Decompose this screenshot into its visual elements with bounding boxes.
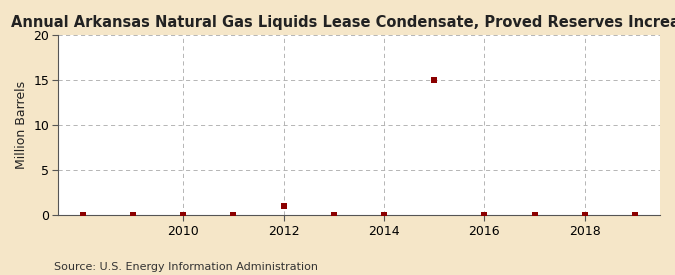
Point xyxy=(278,204,289,208)
Point xyxy=(379,213,389,218)
Point xyxy=(529,213,540,218)
Title: Annual Arkansas Natural Gas Liquids Lease Condensate, Proved Reserves Increases: Annual Arkansas Natural Gas Liquids Leas… xyxy=(11,15,675,30)
Point xyxy=(178,213,188,218)
Y-axis label: Million Barrels: Million Barrels xyxy=(15,81,28,169)
Point xyxy=(329,213,340,218)
Point xyxy=(78,213,88,218)
Point xyxy=(128,213,138,218)
Point xyxy=(479,213,490,218)
Point xyxy=(579,213,590,218)
Point xyxy=(630,213,641,218)
Text: Source: U.S. Energy Information Administration: Source: U.S. Energy Information Administ… xyxy=(54,262,318,272)
Point xyxy=(429,78,439,82)
Point xyxy=(228,213,239,218)
